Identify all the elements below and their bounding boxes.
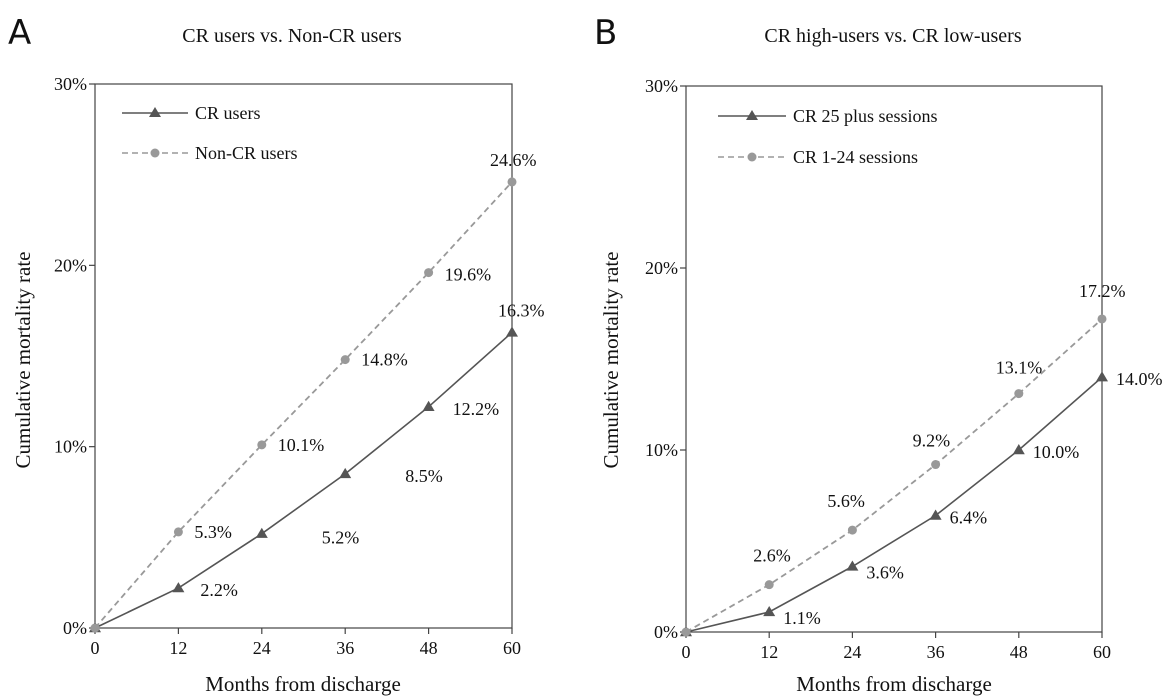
series-line	[685, 376, 1103, 633]
data-label: 10.1%	[278, 435, 325, 455]
legend-marker-diamond	[747, 152, 757, 162]
y-tick-label: 20%	[54, 255, 87, 275]
data-label: 14.8%	[361, 350, 408, 370]
plot-frame	[685, 85, 1103, 633]
data-label: 1.1%	[783, 608, 821, 628]
chart-title: CR high-users vs. CR low-users	[764, 25, 1021, 47]
data-point-diamond	[90, 623, 100, 633]
panel-b: B CR high-users vs. CR low-users 0 12 24 36…	[594, 13, 1163, 696]
data-point-triangle	[172, 582, 185, 593]
data-label: 5.2%	[322, 528, 360, 548]
data-point-diamond	[681, 627, 691, 637]
data-label: 2.6%	[753, 546, 791, 566]
data-point-diamond	[257, 440, 267, 450]
data-point-diamond	[1097, 314, 1107, 324]
data-label: 5.3%	[194, 522, 232, 542]
legend-marker-diamond	[150, 148, 160, 158]
data-label: 24.6%	[490, 150, 537, 170]
plot-frame	[94, 83, 513, 629]
data-point-diamond	[340, 355, 350, 365]
y-axis-label: Cumulative mortality rate	[599, 252, 623, 469]
x-tick-label: 48	[1010, 642, 1028, 662]
data-point-triangle	[763, 605, 776, 617]
legend-marker-triangle	[746, 110, 758, 120]
x-tick-label: 24	[253, 638, 271, 658]
x-tick-label: 24	[843, 642, 861, 662]
data-label: 13.1%	[996, 358, 1043, 378]
data-label: 6.4%	[950, 508, 988, 528]
y-tick-label: 0%	[63, 618, 87, 638]
series-group: 2.2% 5.2% 8.5% 12.2% 16.3% 5.3% 10.1% 14.8% 19.6…	[89, 150, 545, 633]
data-label: 16.3%	[498, 300, 545, 320]
legend-label: CR users	[195, 103, 261, 123]
data-point-triangle	[929, 509, 942, 520]
x-axis-label: Months from discharge	[796, 672, 992, 696]
legend-label: CR 25 plus sessions	[793, 106, 938, 126]
data-label: 9.2%	[913, 431, 951, 451]
panel-a: A CR users vs. Non-CR users 0 12 24 36 48 600…	[8, 13, 545, 696]
series-line	[94, 181, 513, 629]
y-tick-label: 30%	[645, 76, 678, 96]
data-label: 19.6%	[445, 265, 492, 285]
data-label: 12.2%	[453, 399, 500, 419]
y-tick-label: 30%	[54, 74, 87, 94]
y-tick-label: 20%	[645, 258, 678, 278]
y-tick-label: 10%	[54, 437, 87, 457]
tick-group: 0 12 24 36 48 60 0% 10% 20% 30%	[54, 74, 521, 658]
tick-group: 0 12 24 36 48 60 0% 10% 20% 30%	[645, 76, 1111, 662]
legend: CR users Non-CR users	[122, 103, 298, 163]
legend: CR 25 plus sessions CR 1-24 sessions	[718, 106, 938, 167]
x-axis-label: Months from discharge	[205, 672, 401, 696]
data-label: 5.6%	[827, 491, 865, 511]
x-tick-label: 12	[760, 642, 778, 662]
x-tick-label: 36	[927, 642, 945, 662]
data-point-diamond	[847, 525, 857, 535]
series-group: 1.1% 3.6% 6.4% 10.0% 14.0% 2.6% 5.6% 9.2% 13.1% 1…	[680, 281, 1163, 637]
x-tick-label: 0	[91, 638, 100, 658]
panel-letter: A	[8, 13, 31, 53]
data-label: 10.0%	[1033, 442, 1080, 462]
data-point-diamond	[1014, 389, 1024, 399]
data-point-triangle	[1012, 444, 1025, 455]
legend-label: Non-CR users	[195, 143, 298, 163]
x-tick-label: 36	[336, 638, 354, 658]
legend-label: CR 1-24 sessions	[793, 147, 918, 167]
x-tick-label: 12	[169, 638, 187, 658]
data-label: 17.2%	[1079, 281, 1126, 301]
data-label: 3.6%	[866, 562, 904, 582]
data-point-diamond	[173, 527, 183, 537]
y-tick-label: 10%	[645, 440, 678, 460]
x-tick-label: 48	[420, 638, 438, 658]
data-point-triangle	[422, 400, 435, 411]
panel-letter: B	[594, 13, 617, 53]
legend-marker-triangle	[149, 107, 161, 117]
chart-title: CR users vs. Non-CR users	[182, 25, 402, 47]
data-label: 14.0%	[1116, 369, 1163, 389]
data-point-diamond	[931, 460, 941, 470]
x-tick-label: 0	[682, 642, 691, 662]
y-tick-label: 0%	[654, 622, 678, 642]
x-tick-label: 60	[503, 638, 521, 658]
data-point-diamond	[507, 177, 517, 187]
data-label: 2.2%	[200, 580, 238, 600]
x-tick-label: 60	[1093, 642, 1111, 662]
data-point-triangle	[506, 326, 518, 337]
y-axis-label: Cumulative mortality rate	[11, 252, 35, 469]
data-point-diamond	[424, 268, 434, 278]
data-point-diamond	[764, 580, 774, 590]
data-point-triangle	[255, 527, 268, 538]
data-point-triangle	[846, 560, 859, 571]
data-label: 8.5%	[405, 466, 443, 486]
data-point-triangle	[339, 467, 352, 479]
data-point-triangle	[1096, 371, 1108, 382]
series-line	[94, 331, 513, 629]
